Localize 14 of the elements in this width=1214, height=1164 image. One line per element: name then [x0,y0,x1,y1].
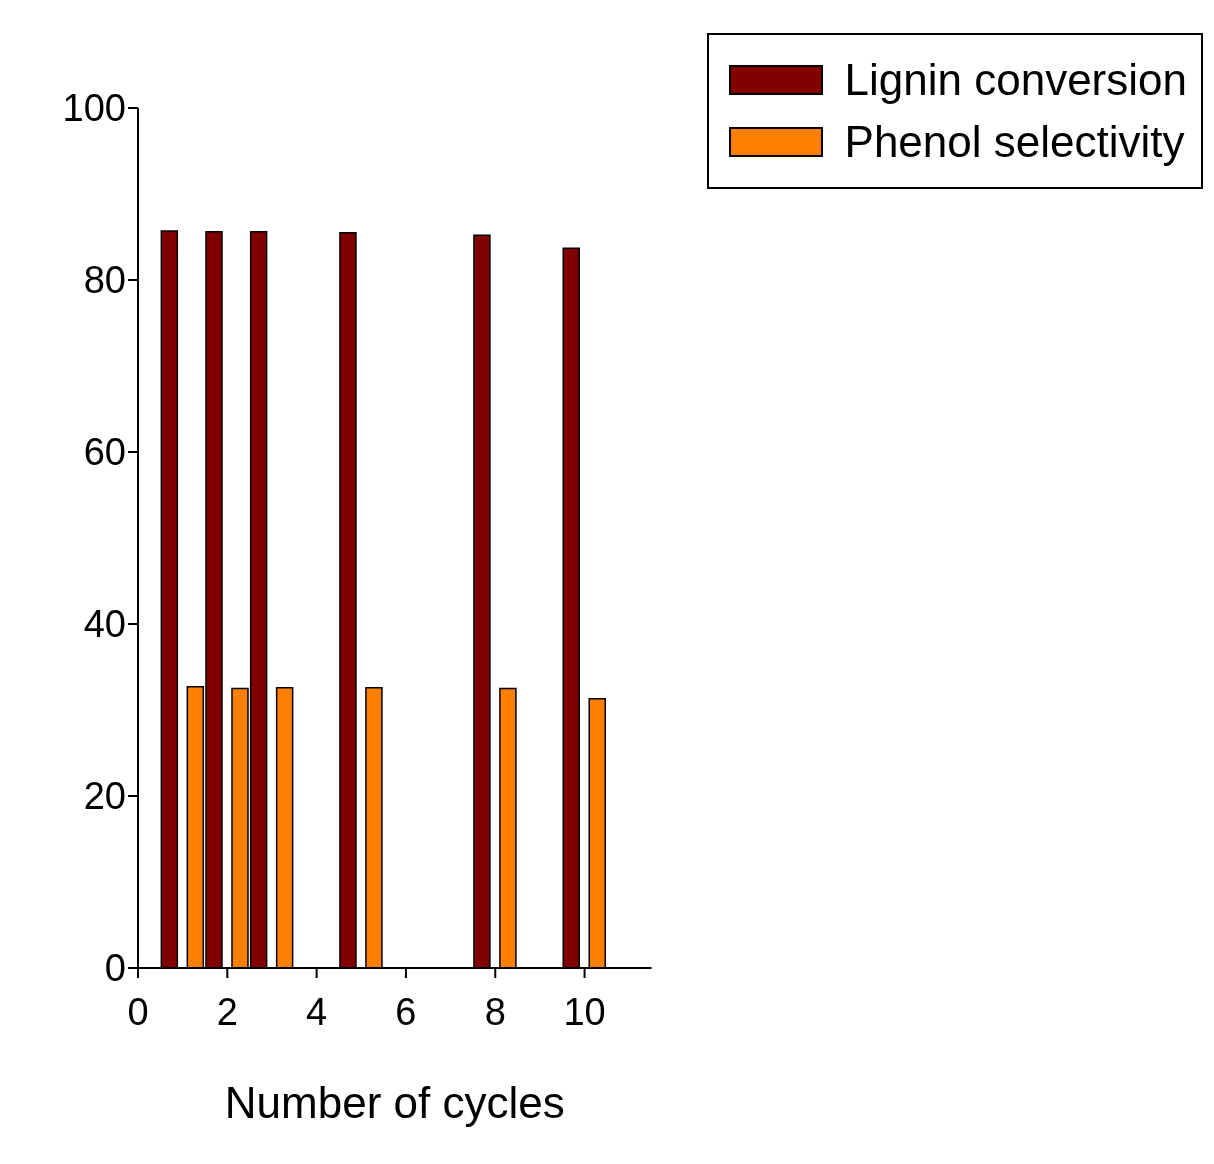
x-tick-label: 10 [563,990,606,1033]
y-tick-label: 20 [83,775,126,818]
x-axis-title: Number of cycles [224,1078,565,1127]
y-tick-label: 40 [83,603,126,646]
x-tick-label: 6 [395,990,417,1033]
legend-label: Phenol selectivity [844,117,1185,167]
y-tick-label: 80 [83,259,126,302]
y-tick-label: 60 [83,431,126,474]
y-tick-label: 100 [62,87,126,130]
legend-label: Lignin conversion [844,55,1187,105]
y-tick-label: 0 [104,947,126,990]
x-tick-label: 2 [216,990,238,1033]
x-tick-label: 4 [306,990,328,1033]
x-tick-label: 8 [484,990,506,1033]
